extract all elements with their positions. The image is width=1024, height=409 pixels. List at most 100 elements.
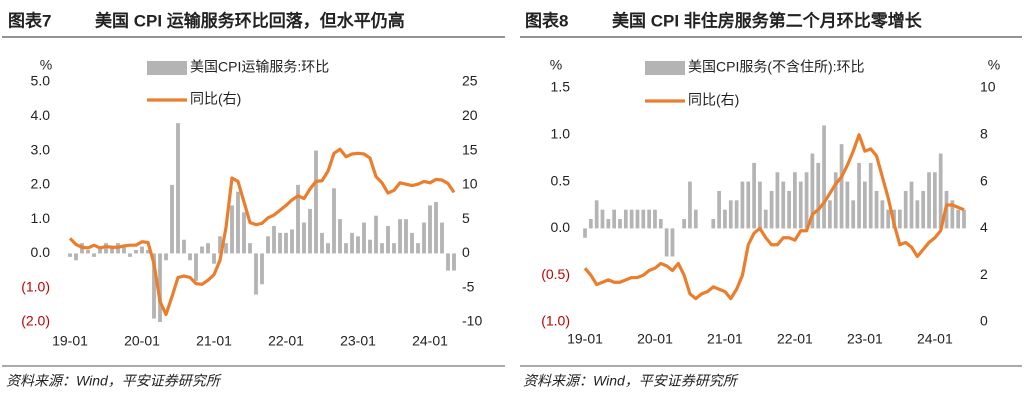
y2-tick-label: 5 bbox=[462, 210, 470, 226]
bar bbox=[128, 253, 132, 257]
bar bbox=[368, 239, 372, 254]
x-tick-label: 19-01 bbox=[52, 333, 88, 349]
bar bbox=[380, 243, 384, 254]
bar bbox=[86, 250, 90, 254]
bar bbox=[618, 219, 622, 229]
bar bbox=[446, 253, 450, 271]
y2-tick-label: 8 bbox=[980, 126, 988, 142]
bar bbox=[254, 253, 258, 295]
bar bbox=[104, 243, 108, 254]
bar bbox=[278, 232, 282, 254]
bar bbox=[693, 209, 698, 229]
bar bbox=[200, 246, 204, 254]
x-tick-label: 24-01 bbox=[412, 333, 448, 349]
bar bbox=[688, 181, 692, 229]
source: 资料来源：Wind，平安证券研究所 bbox=[523, 373, 739, 389]
x-tick-label: 20-01 bbox=[637, 331, 673, 347]
bar bbox=[242, 212, 246, 254]
bar bbox=[356, 236, 360, 254]
bar bbox=[793, 172, 797, 229]
bar bbox=[653, 209, 657, 229]
bar bbox=[140, 246, 144, 254]
bar bbox=[146, 250, 150, 254]
y2-tick-label: 15 bbox=[462, 141, 478, 157]
y2-tick-label: 2 bbox=[980, 266, 988, 282]
bar bbox=[194, 253, 198, 281]
bar bbox=[868, 162, 873, 229]
bar bbox=[362, 222, 366, 254]
chart-title: 美国 CPI 运输服务环比回落，但水平仍高 bbox=[95, 10, 405, 30]
bar bbox=[164, 253, 168, 261]
bar bbox=[670, 228, 675, 257]
x-tick-label: 19-01 bbox=[567, 331, 603, 347]
y-tick-label: 0.5 bbox=[551, 172, 571, 188]
bar bbox=[434, 202, 438, 254]
bar bbox=[932, 172, 937, 229]
bar bbox=[594, 200, 599, 229]
y2-tick-label: 6 bbox=[980, 172, 988, 188]
bar bbox=[897, 209, 902, 229]
y-tick-label: (0.5) bbox=[541, 266, 570, 282]
y-tick-label: (1.0) bbox=[541, 313, 570, 329]
y2-tick-label: 25 bbox=[462, 73, 478, 89]
y-tick-label: (2.0) bbox=[21, 313, 50, 329]
bar bbox=[188, 253, 192, 261]
bar bbox=[326, 243, 330, 254]
bar bbox=[612, 209, 617, 229]
y2-tick-label: -10 bbox=[462, 313, 482, 329]
bar bbox=[903, 190, 908, 229]
y2-tick-label: 0 bbox=[462, 244, 470, 260]
bar bbox=[606, 219, 611, 229]
y2-tick-label: 10 bbox=[462, 176, 478, 192]
y-tick-label: 3.0 bbox=[31, 141, 51, 157]
bar bbox=[74, 253, 78, 261]
bar bbox=[728, 200, 733, 229]
legend-label: 美国CPI运输服务:环比 bbox=[190, 59, 329, 75]
bar bbox=[886, 209, 891, 229]
bar bbox=[641, 209, 646, 229]
bar bbox=[962, 209, 966, 229]
bar bbox=[122, 246, 126, 254]
figure-label: 图表7 bbox=[8, 10, 51, 30]
bar bbox=[950, 200, 955, 229]
y-unit: % bbox=[40, 57, 52, 73]
legend-label: 同比(右) bbox=[688, 92, 739, 108]
bar bbox=[874, 190, 879, 229]
bar bbox=[769, 190, 774, 229]
y-tick-label: 2.0 bbox=[31, 176, 51, 192]
bar bbox=[851, 200, 856, 229]
chart-title: 美国 CPI 非住房服务第二个月环比零增长 bbox=[612, 10, 923, 30]
bar bbox=[927, 172, 931, 229]
bar bbox=[682, 219, 686, 229]
bar bbox=[68, 253, 72, 257]
bar bbox=[956, 209, 961, 229]
line bbox=[583, 133, 965, 301]
bar bbox=[152, 253, 156, 319]
bar bbox=[224, 243, 228, 254]
x-tick-label: 22-01 bbox=[268, 333, 304, 349]
bar bbox=[134, 250, 138, 254]
bar bbox=[350, 232, 354, 254]
line bbox=[68, 147, 456, 317]
source: 资料来源：Wind，平安证券研究所 bbox=[6, 373, 222, 389]
bar bbox=[647, 209, 652, 229]
bar bbox=[763, 209, 768, 229]
bar bbox=[260, 253, 264, 285]
bar bbox=[798, 181, 803, 229]
bar bbox=[915, 200, 920, 229]
bar bbox=[909, 181, 914, 229]
bar bbox=[658, 219, 663, 229]
x-tick-label: 23-01 bbox=[340, 333, 376, 349]
x-tick-label: 23-01 bbox=[847, 331, 883, 347]
bar bbox=[170, 184, 174, 254]
y-tick-label: 0.0 bbox=[551, 219, 571, 235]
bar bbox=[206, 243, 210, 254]
bar bbox=[314, 150, 318, 254]
y2-tick-label: 20 bbox=[462, 107, 478, 123]
bar bbox=[583, 228, 587, 238]
bar bbox=[290, 229, 294, 254]
bar bbox=[588, 219, 593, 229]
bar bbox=[344, 243, 348, 254]
y-unit: % bbox=[550, 57, 562, 73]
